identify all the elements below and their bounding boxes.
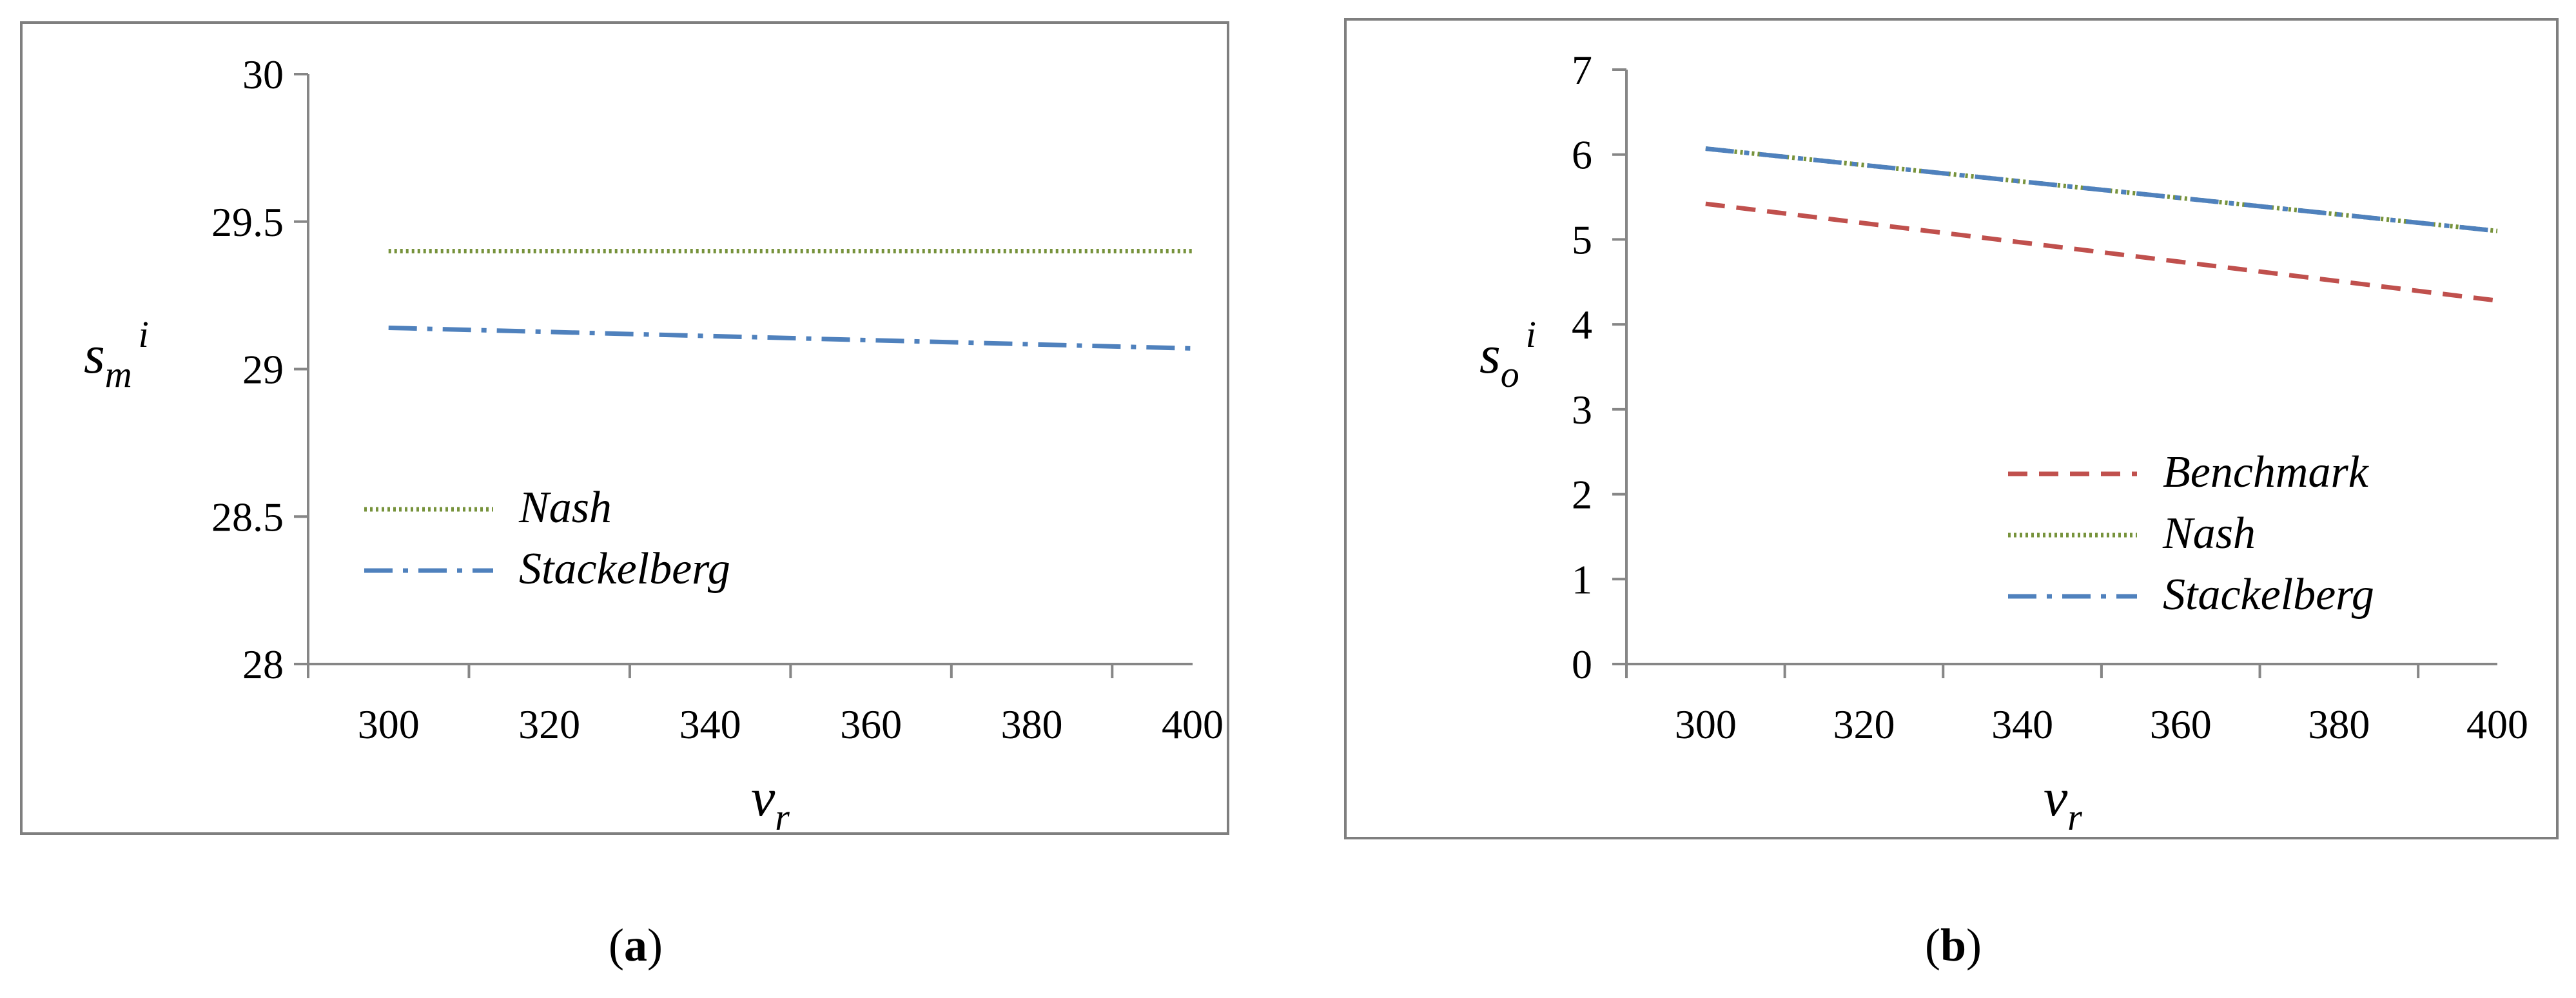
y-tick-label: 6 (1572, 132, 1592, 178)
x-tick-label: 320 (518, 701, 580, 747)
x-tick-label: 400 (1162, 701, 1224, 747)
chart-panel-b: 0 1 2 3 4 5 6 7 300 320 340 360 380 400 Benchmark Nash S… (1344, 18, 2559, 839)
series-line-stackelberg (388, 325, 1193, 351)
x-axis-title: vr (751, 768, 790, 838)
y-tick-label: 30 (242, 52, 284, 97)
y-tick-label: 0 (1572, 641, 1592, 687)
series-line-stackelberg (1705, 146, 2498, 233)
y-tick-label: 5 (1572, 217, 1592, 262)
x-tick-label: 340 (1991, 701, 2053, 747)
y-tick-label: 1 (1572, 556, 1592, 602)
y-tick-label: 4 (1572, 302, 1592, 347)
y-tick-label: 2 (1572, 472, 1592, 518)
legend-label-nash: Nash (518, 483, 612, 533)
legend: Nash Stackelberg (364, 483, 730, 594)
y-axis-title-superscript: i (139, 313, 149, 355)
chart-panel-a: 28 28.5 29 29.5 30 300 320 340 360 380 400 Nash Stac… (20, 21, 1229, 838)
legend: Benchmark Nash Stackelberg (2008, 447, 2374, 620)
x-tick-label: 300 (1675, 701, 1737, 747)
x-tick-label: 300 (358, 701, 420, 747)
legend-label-nash: Nash (2162, 509, 2256, 558)
x-tick-label: 340 (679, 701, 741, 747)
panel-caption: (a) (609, 919, 663, 971)
x-tick-label: 400 (2466, 701, 2528, 747)
x-axis-title-subscript: r (775, 796, 790, 838)
y-axis-title-superscript: i (1526, 313, 1536, 355)
x-tick-label: 360 (2150, 701, 2212, 747)
x-axis-title-main: v (2044, 768, 2068, 828)
y-tick-label: 29.5 (211, 199, 284, 245)
panel-caption: (b) (1925, 919, 1982, 971)
y-axis-title-main: s (1479, 325, 1501, 385)
legend-label-stackelberg: Stackelberg (519, 544, 730, 594)
y-tick-label: 3 (1572, 387, 1592, 433)
x-axis-title-subscript: r (2067, 796, 2082, 838)
y-axis-title-main: s (84, 325, 105, 385)
x-tick-label: 360 (840, 701, 902, 747)
y-axis-title: smi (84, 313, 149, 395)
y-tick-label: 28.5 (211, 494, 284, 540)
panel-caption-letter: a (624, 919, 647, 971)
y-axis-title-subscript: o (1501, 353, 1519, 395)
series-line-benchmark (1705, 201, 2498, 303)
y-axis-title: soi (1479, 313, 1536, 395)
x-tick-label: 380 (2308, 701, 2370, 747)
chart-frame (1344, 18, 2559, 839)
y-tick-label: 29 (242, 347, 284, 393)
x-axis-title: vr (2044, 768, 2082, 838)
y-axis-title-subscript: m (105, 353, 132, 395)
panel-caption-letter: b (1940, 919, 1966, 971)
x-axis-title-main: v (751, 768, 776, 828)
legend-label-benchmark: Benchmark (2163, 447, 2370, 497)
x-tick-label: 380 (1001, 701, 1063, 747)
x-tick-label: 320 (1833, 701, 1895, 747)
y-tick-label: 7 (1572, 47, 1592, 93)
y-tick-label: 28 (242, 641, 284, 687)
legend-label-stackelberg: Stackelberg (2163, 570, 2374, 620)
chart-frame (20, 21, 1229, 835)
